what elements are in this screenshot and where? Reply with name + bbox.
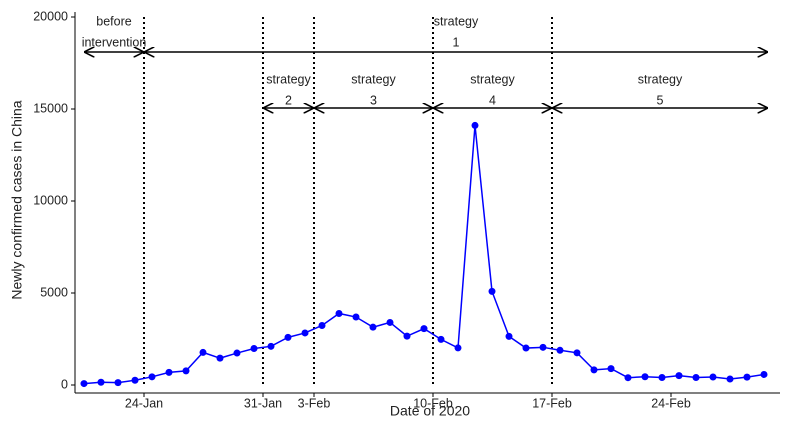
data-point: [505, 332, 513, 340]
x-axis-label: Date of 2020: [390, 403, 470, 419]
annotation-text: 5: [657, 93, 664, 107]
data-point: [216, 354, 224, 362]
annotation-text: strategy: [266, 72, 311, 86]
data-point: [267, 342, 275, 350]
data-point: [692, 374, 700, 382]
data-point: [488, 287, 496, 295]
data-point: [641, 373, 649, 381]
annotation-text: 1: [453, 35, 460, 49]
annotation-text: strategy: [351, 72, 396, 86]
data-point: [165, 368, 173, 376]
y-tick-label: 20000: [33, 9, 68, 23]
annotation-text: 4: [489, 93, 496, 107]
data-point: [437, 335, 445, 343]
data-point: [760, 370, 768, 378]
data-point: [709, 373, 717, 381]
data-point: [607, 365, 615, 373]
data-point: [318, 321, 326, 329]
data-point: [386, 318, 394, 326]
x-tick-label: 31-Jan: [244, 396, 282, 410]
data-point: [131, 376, 139, 384]
data-point: [182, 367, 190, 375]
data-point: [284, 333, 292, 341]
data-point: [420, 325, 428, 333]
x-tick-label: 10-Feb: [413, 396, 453, 410]
data-point: [369, 323, 377, 331]
data-point: [726, 375, 734, 383]
annotation-text: 2: [285, 93, 292, 107]
data-point: [471, 121, 479, 129]
data-point: [658, 373, 666, 381]
series-line: [83, 125, 765, 385]
data-point: [556, 346, 564, 354]
y-tick-label: 0: [61, 377, 68, 391]
data-point: [352, 313, 360, 321]
data-point: [522, 344, 530, 352]
data-point: [675, 372, 683, 380]
x-tick-label: 17-Feb: [532, 396, 572, 410]
data-point: [590, 366, 598, 374]
data-point: [233, 349, 241, 357]
data-point: [250, 345, 258, 353]
data-point: [403, 332, 411, 340]
data-point: [301, 329, 309, 337]
y-axis-label: Newly confirmed cases in China: [9, 100, 25, 299]
annotation-text: strategy: [470, 72, 515, 86]
annotation-text: before: [96, 14, 131, 28]
y-tick-label: 10000: [33, 193, 68, 207]
data-point: [80, 380, 88, 388]
data-point: [148, 373, 156, 381]
x-tick-label: 24-Jan: [125, 396, 163, 410]
annotation-text: intervention: [82, 35, 147, 49]
annotation-text: 3: [370, 93, 377, 107]
annotation-text: strategy: [638, 72, 683, 86]
data-point: [454, 344, 462, 352]
y-tick-label: 5000: [40, 285, 68, 299]
data-point: [539, 343, 547, 351]
data-point: [114, 379, 122, 387]
data-point: [624, 374, 632, 382]
x-tick-label: 3-Feb: [298, 396, 331, 410]
annotation-text: strategy: [434, 14, 479, 28]
data-point: [199, 348, 207, 356]
y-tick-label: 15000: [33, 101, 68, 115]
data-point: [335, 309, 343, 317]
data-point: [573, 349, 581, 357]
data-point: [97, 378, 105, 386]
x-tick-label: 24-Feb: [651, 396, 691, 410]
data-point: [743, 373, 751, 381]
